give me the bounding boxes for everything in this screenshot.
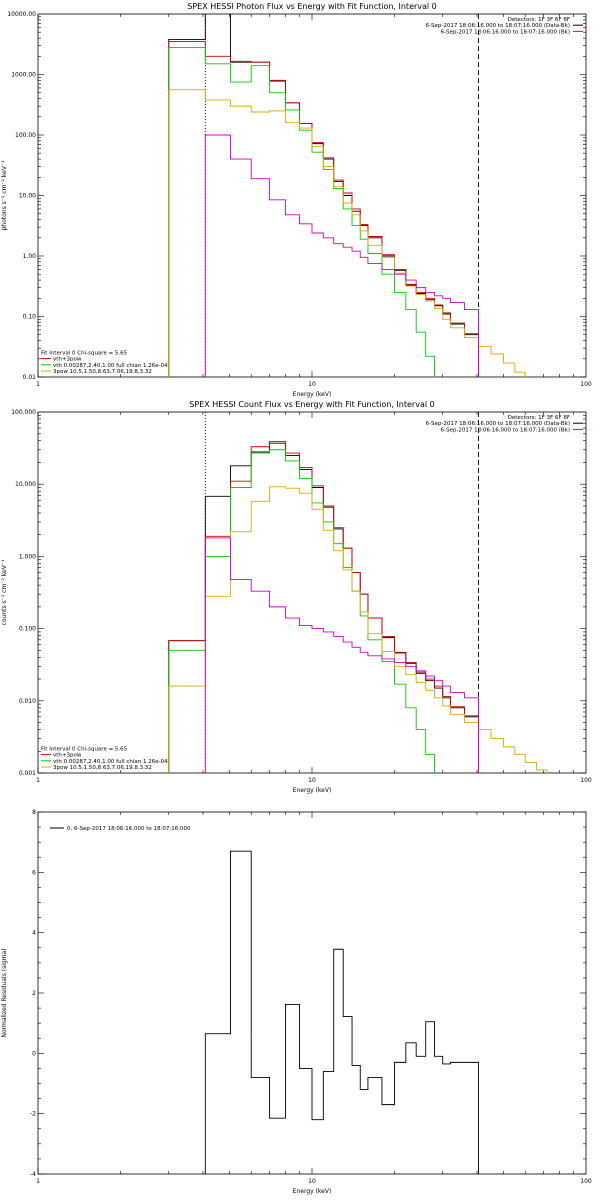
x-tick-label: 100 [580,777,592,784]
count-flux-panel: 1 10 100 0.001 0.010 0.100 1.000 10.000 100.000 S… [1,400,592,794]
series-residuals-line [204,850,479,1174]
legend-entry: Fit Interval 0 Chi-square = 5.65 [41,746,128,752]
y-tick-label: -2 [30,1111,36,1118]
series-bk-line [204,537,479,773]
legend-entry: vth+3pow [53,357,82,363]
y-tick-label: 10.00 [19,193,36,200]
y-tick-label: 0.01 [23,374,37,381]
plot-frame [37,411,587,774]
legend-entry: Fit Interval 0 Chi-square = 5.65 [41,350,128,356]
x-tick-label: 10 [308,777,316,784]
y-tick-label: 10000.00 [7,11,36,18]
series-3pow-line [168,89,526,377]
chart-title: SPEX HESSI Photon Flux vs Energy with Fi… [187,2,437,11]
y-tick-label: 100.00 [15,132,36,139]
x-tick-label: 10 [308,381,316,388]
info-line: 6-Sep-2017 18:06:16.000 to 18:07:16.000 … [426,421,570,427]
x-axis-label: Energy (keV) [293,1188,332,1195]
legend-entry: 0, 6-Sep-2017 18:06:16.000 to 18:07:16.0… [67,826,191,832]
plot-frame [37,13,587,378]
info-line: 6-Sep-2017 18:06:16.000 to 18:07:16.000 … [441,427,571,433]
series-vth-line [168,449,435,773]
series-vth-3pow-line [168,441,479,773]
y-tick-label: 1.000 [19,553,36,560]
x-axis-label: Energy (keV) [293,787,332,794]
x-tick-label: 100 [580,1178,592,1185]
series-bk-line [204,134,479,377]
info-line: 6-Sep-2017 18:06:16.000 to 18:07:16.000 … [441,29,571,35]
y-tick-label: 1.00 [23,253,37,260]
x-tick-label: 1 [36,1178,40,1185]
y-tick-label: -4 [30,1171,36,1178]
y-axis-label: counts s⁻¹ cm⁻² keV⁻¹ [1,559,8,625]
legend-entry: vth 0.00287,2.40,1.00 full chian 1.26e-0… [53,759,168,765]
y-axis-label: photons s⁻¹ cm⁻² keV⁻¹ [1,160,8,231]
series-vth-3pow-line [168,41,479,377]
x-tick-label: 10 [308,1178,316,1185]
x-tick-label: 100 [580,381,592,388]
y-tick-label: 100.000 [11,409,36,416]
x-tick-label: 1 [36,777,40,784]
y-tick-label: 0.010 [19,698,36,705]
legend-entry: vth 0.00287,2.40,1.00 full chian 1.26e-0… [53,363,168,369]
legend-entry: 3pow 10.5,1.50,8.63,7.06,19.8,3.32 [53,765,152,771]
y-tick-label: 1000.00 [11,72,36,79]
y-tick-label: 6 [32,869,36,876]
series-group [168,14,526,377]
residuals-panel: 1 10 100 -4 -2 0 2 4 6 8 Energy (keV) Normalized Re… [1,809,592,1195]
legend-entry: 3pow 10.5,1.50,8.63,7.06,19.8,3.32 [53,369,152,375]
chart-title: SPEX HESSI Count Flux vs Energy with Fit… [189,400,434,409]
y-tick-label: 0.100 [19,626,36,633]
x-axis-label: Energy (keV) [293,391,332,398]
series-vth-line [168,47,435,377]
legend-entry: vth+3pow [53,753,82,759]
y-tick-label: 8 [32,809,36,816]
photon-flux-panel: 1 10 100 0.01 0.10 1.00 10.00 100.00 1000.00 1000… [1,2,592,398]
series-3pow-line [168,486,548,773]
y-tick-label: 0.001 [19,770,36,777]
y-tick-label: 2 [32,990,36,997]
y-tick-label: 0 [32,1050,36,1057]
x-tick-label: 1 [36,381,40,388]
y-axis-label: Normalized Residuals (sigma) [1,948,8,1037]
series-group [204,850,479,1174]
y-tick-label: 10.000 [15,481,36,488]
info-line: 6-Sep-2017 18:06:16.000 to 18:07:16.000 … [426,23,570,29]
info-line: Detectors: 1F 3F 6F 8F [508,17,570,23]
y-tick-label: 4 [32,930,36,937]
info-line: Detectors: 1F 3F 6F 8F [508,415,570,421]
series-group [168,441,548,773]
series-data-bk-line [168,14,479,377]
y-tick-label: 0.10 [23,314,37,321]
